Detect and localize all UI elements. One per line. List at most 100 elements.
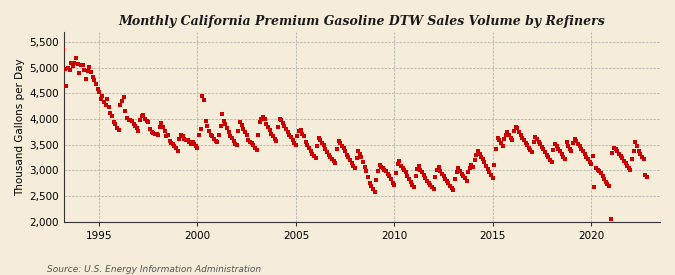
Point (338, 146, 349, 151)
Point (286, 135, 296, 139)
Point (448, 188, 459, 192)
Point (570, 137, 580, 141)
Point (340, 149, 350, 154)
Point (80, 77, 91, 81)
Point (223, 130, 234, 134)
Point (109, 120, 119, 124)
Point (292, 133, 303, 138)
Point (402, 173, 413, 178)
Point (430, 175, 441, 179)
Point (92, 87, 103, 91)
Point (72, 62, 83, 66)
Point (117, 99, 128, 103)
Point (107, 114, 117, 118)
Point (390, 171, 401, 175)
Point (526, 150, 537, 155)
Point (425, 183, 436, 188)
Point (300, 139, 311, 144)
Point (100, 103, 111, 107)
Point (241, 132, 252, 137)
Point (246, 141, 257, 145)
Point (618, 158, 629, 163)
Point (504, 133, 514, 137)
Point (171, 146, 182, 150)
Point (194, 132, 205, 137)
Point (476, 154, 487, 159)
Point (215, 124, 226, 128)
Point (140, 117, 151, 121)
Point (427, 185, 437, 189)
Point (443, 181, 454, 185)
Point (263, 125, 273, 130)
Point (354, 152, 365, 156)
Point (356, 155, 367, 159)
Point (320, 147, 331, 151)
Point (251, 148, 262, 152)
Point (287, 138, 298, 142)
Point (548, 148, 559, 153)
Point (595, 171, 606, 175)
Point (327, 157, 338, 161)
Point (192, 146, 203, 150)
Point (614, 152, 624, 156)
Point (522, 143, 533, 147)
Point (346, 161, 357, 165)
Point (304, 146, 315, 151)
Point (126, 119, 137, 123)
Point (82, 69, 93, 74)
Point (323, 153, 334, 157)
Point (592, 168, 603, 173)
Point (632, 144, 643, 148)
Point (446, 186, 457, 190)
Point (256, 117, 267, 121)
Point (453, 166, 464, 170)
Point (461, 178, 472, 183)
Title: Monthly California Premium Gasoline DTW Sales Volume by Refiners: Monthly California Premium Gasoline DTW … (118, 15, 605, 28)
Point (261, 122, 272, 127)
Point (271, 139, 281, 143)
Point (604, 184, 615, 189)
Point (583, 157, 593, 161)
Point (105, 111, 116, 115)
Point (479, 160, 490, 164)
Point (205, 132, 216, 137)
Point (103, 104, 114, 109)
Y-axis label: Thousand Gallons per Day: Thousand Gallons per Day (15, 58, 25, 196)
Point (269, 136, 280, 141)
Point (508, 129, 519, 134)
Point (112, 126, 123, 130)
Point (207, 133, 217, 138)
Point (437, 171, 448, 176)
Point (95, 97, 106, 101)
Point (99, 100, 109, 104)
Point (379, 168, 390, 172)
Point (468, 165, 479, 170)
Point (460, 176, 470, 180)
Point (120, 109, 131, 114)
Point (178, 133, 188, 138)
Point (392, 162, 403, 166)
Point (176, 132, 186, 137)
Point (599, 177, 610, 181)
Point (497, 144, 508, 148)
Point (321, 150, 332, 154)
Point (361, 169, 372, 174)
Point (558, 154, 568, 159)
Point (404, 177, 414, 181)
Point (189, 142, 200, 146)
Point (555, 149, 566, 154)
Point (422, 178, 433, 183)
Point (359, 165, 370, 169)
Point (376, 165, 387, 170)
Point (622, 164, 632, 168)
Point (587, 154, 598, 158)
Point (267, 133, 278, 138)
Point (371, 177, 381, 182)
Point (217, 112, 227, 116)
Point (381, 169, 392, 174)
Point (383, 171, 394, 176)
Point (407, 183, 418, 187)
Point (533, 139, 544, 144)
Point (545, 158, 556, 162)
Point (124, 118, 134, 122)
